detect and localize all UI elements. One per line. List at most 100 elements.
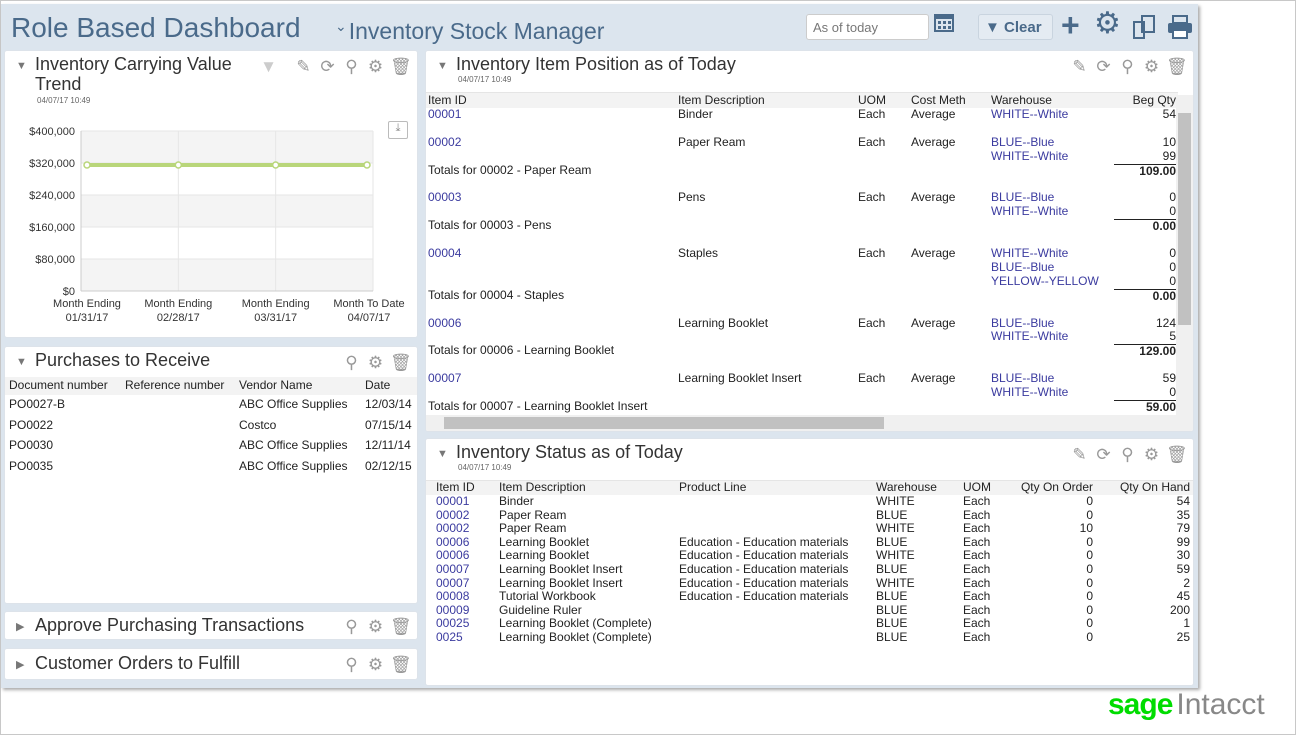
trash-icon[interactable]: 🗑︎ [1166, 57, 1188, 76]
panel-title[interactable]: Approve Purchasing Transactions [35, 615, 305, 635]
clear-filter-button[interactable]: ▼ Clear [978, 14, 1053, 40]
table-cell: 02/12/15 [365, 458, 412, 473]
column-header[interactable]: Item ID [428, 93, 467, 107]
trash-icon[interactable]: 🗑︎ [1166, 445, 1188, 464]
uom: Each [858, 371, 886, 386]
column-header[interactable]: Cost Meth [911, 93, 966, 107]
refresh-icon[interactable]: ⟳ [1096, 445, 1111, 464]
trash-icon[interactable]: 🗑︎ [390, 617, 412, 636]
item-id-link[interactable]: 00001 [428, 107, 462, 121]
search-icon[interactable]: ⚲ [1121, 445, 1134, 464]
item-id-link[interactable]: 00007 [428, 371, 462, 386]
warehouse-link[interactable]: BLUE--Blue [991, 315, 1055, 330]
item-id-link[interactable]: 00009 [436, 602, 470, 617]
scroll-thumb[interactable] [444, 417, 884, 429]
gear-icon[interactable]: ⚙ [1143, 57, 1160, 76]
expand-toggle[interactable]: ▶ [16, 659, 25, 671]
item-id-link[interactable]: 00001 [436, 494, 470, 508]
item-id-link[interactable]: 00002 [436, 507, 470, 522]
search-icon[interactable]: ⚲ [345, 655, 358, 674]
as-of-date-input[interactable]: As of today [806, 14, 929, 40]
print-icon[interactable] [1166, 14, 1194, 44]
item-id-link[interactable]: 00004 [428, 246, 462, 260]
column-header[interactable]: Product Line [679, 480, 747, 494]
column-header[interactable]: UOM [858, 93, 886, 107]
vertical-scrollbar[interactable] [1176, 95, 1193, 425]
table-row[interactable]: PO0035 ABC Office Supplies 02/12/15 [5, 457, 417, 478]
collapse-toggle[interactable]: ▼ [16, 60, 27, 72]
item-id-link[interactable]: 0025 [436, 629, 463, 644]
gear-icon[interactable]: ⚙ [367, 655, 384, 674]
item-id-link[interactable]: 00008 [436, 589, 470, 604]
warehouse-link[interactable]: BLUE--Blue [991, 259, 1055, 274]
pencil-icon[interactable]: ✎ [296, 57, 311, 76]
calendar-icon[interactable] [934, 12, 954, 39]
column-header[interactable]: Vendor Name [239, 378, 313, 392]
warehouse-link[interactable]: BLUE--Blue [991, 134, 1055, 149]
trash-icon[interactable]: 🗑︎ [390, 57, 412, 76]
column-header[interactable]: UOM [963, 480, 991, 494]
item-id-link[interactable]: 00007 [436, 575, 470, 590]
search-icon[interactable]: ⚲ [345, 57, 358, 76]
panel-title[interactable]: Customer Orders to Fulfill [35, 653, 241, 673]
warehouse-link[interactable]: WHITE--White [991, 148, 1069, 163]
gear-icon[interactable]: ⚙ [1094, 7, 1121, 40]
collapse-toggle[interactable]: ▼ [437, 60, 448, 72]
dashboard-selector[interactable]: ⌄Inventory Stock Manager [335, 18, 604, 45]
horizontal-scrollbar[interactable] [426, 415, 1193, 431]
column-header[interactable]: Item ID [436, 480, 475, 494]
filter-icon[interactable]: ▼ [260, 57, 277, 76]
scroll-thumb[interactable] [1178, 113, 1191, 325]
column-header[interactable]: Item Description [678, 93, 765, 107]
item-id-link[interactable]: 00002 [436, 521, 470, 536]
search-icon[interactable]: ⚲ [1121, 57, 1134, 76]
warehouse-link[interactable]: BLUE--Blue [991, 190, 1055, 205]
collapse-toggle[interactable]: ▼ [437, 448, 448, 460]
search-icon[interactable]: ⚲ [345, 617, 358, 636]
table-cell: 12/03/14 [365, 397, 412, 411]
column-header[interactable]: Item Description [499, 480, 586, 494]
pencil-icon[interactable]: ✎ [1072, 445, 1087, 464]
warehouse-link[interactable]: WHITE--White [991, 107, 1069, 121]
gear-icon[interactable]: ⚙ [367, 353, 384, 372]
gear-icon[interactable]: ⚙ [1143, 445, 1160, 464]
column-header[interactable]: Qty On Order [1020, 480, 1093, 494]
column-header[interactable]: Document number [9, 378, 108, 392]
warehouse-link[interactable]: WHITE--White [991, 204, 1069, 219]
expand-toggle[interactable]: ▶ [16, 621, 25, 633]
warehouse-link[interactable]: YELLOW--YELLOW [991, 273, 1099, 288]
warehouse-link[interactable]: WHITE--White [991, 246, 1069, 260]
item-id-link[interactable]: 00025 [436, 616, 470, 631]
copy-icon[interactable] [1131, 14, 1159, 44]
refresh-icon[interactable]: ⟳ [1096, 57, 1111, 76]
column-header[interactable]: Qty On Hand [1119, 480, 1190, 494]
warehouse-link[interactable]: BLUE--Blue [991, 371, 1055, 386]
item-id-link[interactable]: 00006 [428, 315, 462, 330]
gear-icon[interactable]: ⚙ [367, 617, 384, 636]
table-row[interactable]: PO0027-B ABC Office Supplies 12/03/14 [5, 395, 417, 416]
warehouse-link[interactable]: WHITE--White [991, 385, 1069, 399]
gear-icon[interactable]: ⚙ [367, 57, 384, 76]
search-icon[interactable]: ⚲ [345, 353, 358, 372]
column-header[interactable]: Warehouse [991, 93, 1052, 107]
plus-icon[interactable]: + [1061, 7, 1080, 43]
table-row[interactable]: PO0022 Costco 07/15/14 [5, 416, 417, 437]
column-header[interactable]: Warehouse [876, 480, 937, 494]
collapse-toggle[interactable]: ▼ [16, 356, 27, 368]
column-header[interactable]: Beg Qty [1132, 93, 1176, 107]
pencil-icon[interactable]: ✎ [1072, 57, 1087, 76]
refresh-icon[interactable]: ⟳ [320, 57, 335, 76]
item-id-link[interactable]: 00002 [428, 134, 462, 149]
item-id-link[interactable]: 00006 [436, 534, 470, 549]
item-id-link[interactable]: 00003 [428, 190, 462, 205]
trash-icon[interactable]: 🗑︎ [390, 655, 412, 674]
table-cell: Learning Booklet (Complete) [499, 629, 652, 644]
item-id-link[interactable]: 00006 [436, 548, 470, 563]
trash-icon[interactable]: 🗑︎ [390, 353, 412, 372]
warehouse-link[interactable]: WHITE--White [991, 329, 1069, 344]
export-chart-button[interactable]: ⤓ [388, 121, 408, 139]
table-row[interactable]: PO0030 ABC Office Supplies 12/11/14 [5, 436, 417, 457]
column-header[interactable]: Date [365, 378, 391, 392]
column-header[interactable]: Reference number [125, 378, 225, 392]
item-id-link[interactable]: 00007 [436, 561, 470, 576]
